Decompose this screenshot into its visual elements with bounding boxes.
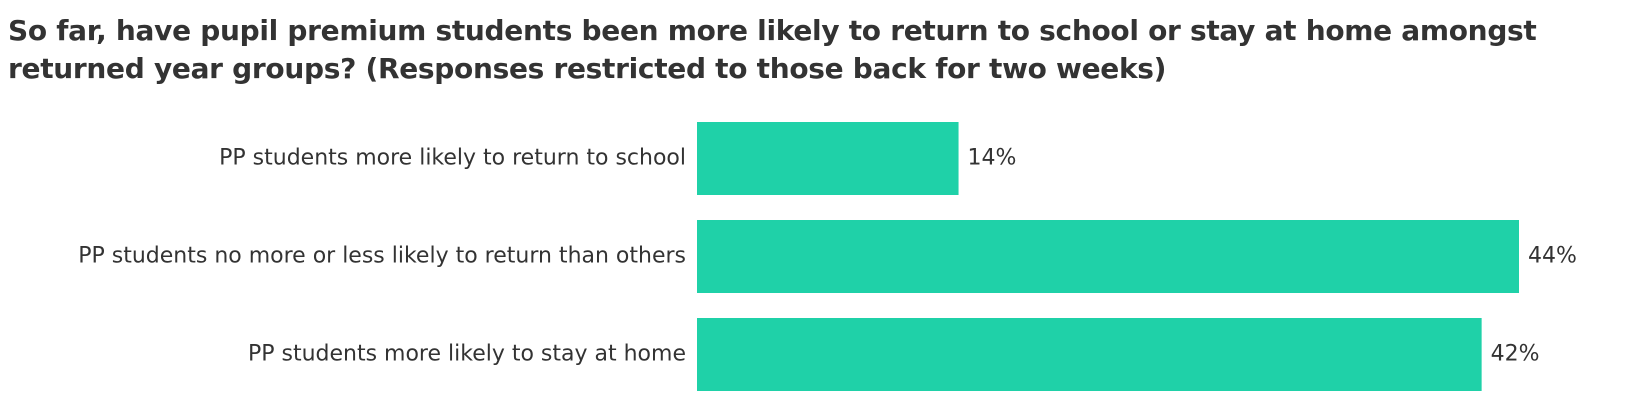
bar <box>697 122 959 195</box>
category-label: PP students more likely to return to sch… <box>219 146 686 171</box>
bar <box>697 220 1519 293</box>
category-label: PP students more likely to stay at home <box>248 342 686 367</box>
chart-title: So far, have pupil premium students been… <box>8 14 1537 85</box>
bars-layer: PP students more likely to return to sch… <box>78 122 1577 391</box>
value-label: 42% <box>1491 342 1540 367</box>
value-label: 44% <box>1528 244 1577 269</box>
bar <box>697 318 1482 391</box>
value-label: 14% <box>968 146 1017 171</box>
category-label: PP students no more or less likely to re… <box>78 244 686 269</box>
